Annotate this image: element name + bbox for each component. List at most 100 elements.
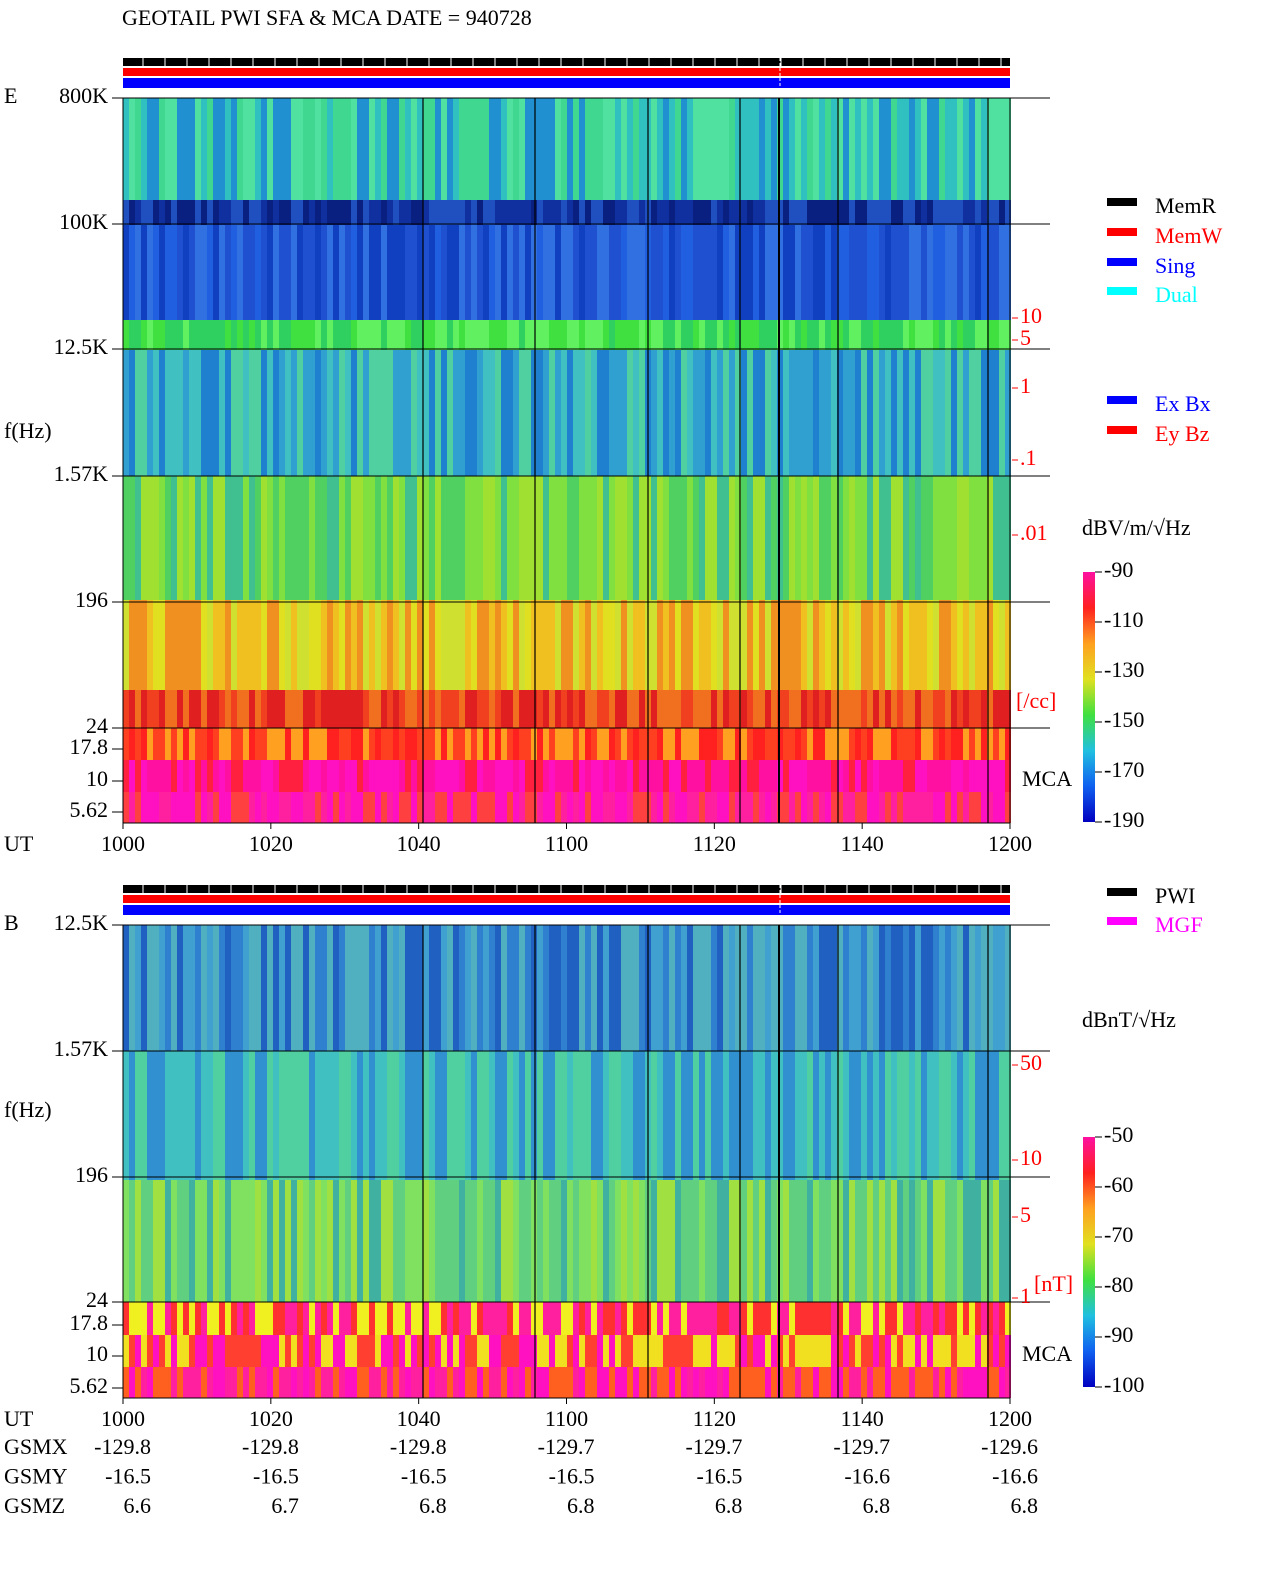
orbit-label: GSMY (4, 1464, 68, 1489)
spectrogram-cell (915, 1180, 921, 1302)
spectrogram-cell (621, 320, 627, 350)
spectrogram-cell (813, 200, 819, 225)
spectrogram-cell (501, 225, 507, 320)
spectrogram-cell (375, 476, 381, 600)
spectrogram-cell (651, 728, 657, 760)
spectrogram-cell (483, 1180, 489, 1302)
spectrogram-cell (537, 1367, 543, 1398)
spectrogram-cell (873, 225, 879, 320)
spectrogram-cell (123, 1335, 129, 1367)
spectrogram-cell (435, 98, 441, 200)
y-tick-label: 196 (75, 1162, 108, 1187)
spectrogram-cell (405, 98, 411, 200)
spectrogram-cell (819, 320, 825, 350)
spectrogram-cell (345, 1180, 351, 1302)
spectrogram-cell (381, 350, 387, 476)
spectrogram-cell (159, 98, 165, 200)
spectrogram-cell (543, 760, 549, 792)
spectrogram-cell (291, 1302, 297, 1335)
spectrogram-cell (243, 350, 249, 476)
spectrogram-cell (399, 925, 405, 1051)
spectrogram-cell (471, 350, 477, 476)
spectrogram-cell (159, 200, 165, 225)
spectrogram-cell (879, 1335, 885, 1367)
spectrogram-cell (255, 760, 261, 792)
spectrogram-cell (345, 1302, 351, 1335)
spectrogram-cell (723, 792, 729, 823)
spectrogram-cell (345, 225, 351, 320)
spectrogram-cell (873, 925, 879, 1051)
spectrogram-cell (627, 1367, 633, 1398)
spectrogram-cell (873, 1302, 879, 1335)
spectrogram-cell (135, 600, 141, 690)
spectrogram-cell (861, 728, 867, 760)
spectrogram-cell (663, 792, 669, 823)
spectrogram-cell (987, 792, 993, 823)
orbit-value: -16.5 (549, 1464, 595, 1489)
spectrogram-cell (429, 690, 435, 728)
spectrogram-cell (813, 600, 819, 690)
spectrogram-cell (759, 1367, 765, 1398)
spectrogram-cell (621, 792, 627, 823)
spectrogram-cell (837, 760, 843, 792)
spectrogram-cell (609, 728, 615, 760)
spectrogram-cell (393, 600, 399, 690)
spectrogram-cell (819, 476, 825, 600)
spectrogram-cell (513, 1367, 519, 1398)
spectrogram-cell (723, 98, 729, 200)
x-tick-label: 1140 (841, 1406, 884, 1431)
spectrogram-cell (345, 1051, 351, 1180)
spectrogram-cell (699, 1367, 705, 1398)
spectrogram-cell (543, 600, 549, 690)
spectrogram-cell (627, 1051, 633, 1180)
spectrogram-cell (399, 600, 405, 690)
spectrogram-cell (363, 1180, 369, 1302)
spectrogram-cell (201, 320, 207, 350)
spectrogram-cell (183, 1302, 189, 1335)
spectrogram-cell (939, 225, 945, 320)
spectrogram-cell (399, 1180, 405, 1302)
spectrogram-cell (591, 792, 597, 823)
spectrogram-cell (141, 320, 147, 350)
spectrogram-cell (921, 760, 927, 792)
spectrogram-cell (471, 925, 477, 1051)
spectrogram-cell (963, 320, 969, 350)
spectrogram-cell (435, 1335, 441, 1367)
spectrogram-cell (903, 728, 909, 760)
spectrogram-cell (519, 200, 525, 225)
spectrogram-cell (843, 1051, 849, 1180)
spectrogram-cell (549, 728, 555, 760)
spectrogram-cell (267, 925, 273, 1051)
spectrogram-cell (615, 792, 621, 823)
spectrogram-cell (735, 600, 741, 690)
spectrogram-cell (657, 925, 663, 1051)
spectrogram-cell (663, 350, 669, 476)
spectrogram-cell (285, 760, 291, 792)
spectrogram-cell (699, 98, 705, 200)
spectrogram-cell (657, 225, 663, 320)
spectrogram-cell (591, 320, 597, 350)
spectrogram-cell (801, 476, 807, 600)
spectrogram-cell (555, 728, 561, 760)
spectrogram-cell (543, 320, 549, 350)
spectrogram-cell (825, 98, 831, 200)
spectrogram-cell (141, 792, 147, 823)
spectrogram-cell (525, 320, 531, 350)
y-tick-label: 10 (86, 766, 108, 791)
spectrogram-cell (417, 760, 423, 792)
spectrogram-cell (753, 792, 759, 823)
colorbar-tick-label: -70 (1104, 1222, 1133, 1247)
spectrogram-cell (177, 600, 183, 690)
spectrogram-cell (513, 476, 519, 600)
spectrogram-cell (237, 476, 243, 600)
spectrogram-cell (813, 98, 819, 200)
spectrogram-cell (165, 728, 171, 760)
spectrogram-cell (699, 350, 705, 476)
spectrogram-cell (957, 1302, 963, 1335)
spectrogram-cell (453, 225, 459, 320)
spectrogram-cell (663, 476, 669, 600)
spectrogram-cell (345, 925, 351, 1051)
spectrogram-cell (831, 1302, 837, 1335)
spectrogram-cell (141, 600, 147, 690)
